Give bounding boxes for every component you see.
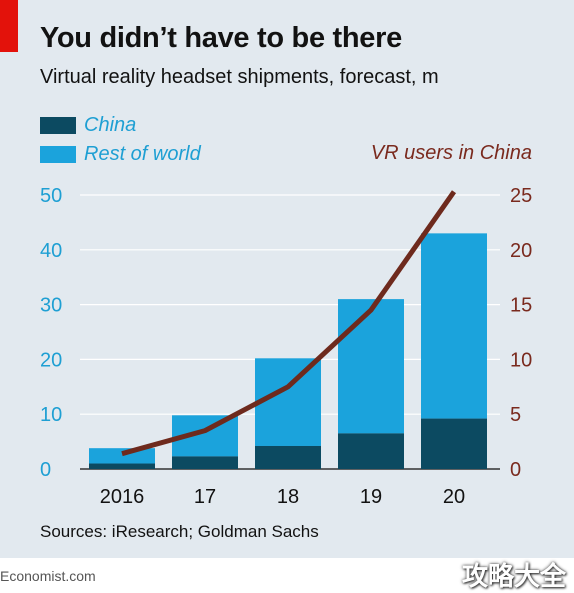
x-tick-label: 20: [443, 486, 465, 508]
y-right-tick-label: 5: [510, 404, 521, 426]
footer-site: Economist.com: [0, 568, 96, 584]
y-right-tick-label: 20: [510, 240, 532, 262]
legend-swatch-rest-of-world: [40, 145, 76, 163]
x-tick-label: 19: [360, 486, 382, 508]
bar-rest-of-world: [255, 358, 321, 446]
x-tick-label: 17: [194, 486, 216, 508]
legend-item-china: China: [40, 113, 136, 137]
y-right-tick-label: 10: [510, 349, 532, 371]
legend-swatch-china: [40, 116, 76, 134]
y-left-tick-label: 30: [40, 295, 62, 317]
bar-china: [421, 418, 487, 469]
y-right-tick-label: 15: [510, 295, 532, 317]
x-tick-label: 2016: [100, 486, 145, 508]
chart-title: You didn’t have to be there: [40, 22, 402, 54]
source-note: Sources: iResearch; Goldman Sachs: [40, 522, 319, 541]
bar-china: [89, 463, 155, 469]
y-left-tick-label: 10: [40, 404, 62, 426]
bar-rest-of-world: [89, 448, 155, 464]
y-right-tick-label: 0: [510, 459, 521, 481]
brand-red-tag: [0, 0, 18, 52]
legend-label-china: China: [84, 113, 137, 136]
y-right-tick-label: 25: [510, 185, 532, 207]
watermark: 攻略大全: [461, 561, 566, 591]
line-series-label: VR users in China: [370, 142, 532, 164]
stacked-bar-line-chart: 0 0 10 5 20 10 30 15 40 20 50 25 2016 17 18 19 20: [40, 185, 532, 508]
x-tick-label: 18: [277, 486, 299, 508]
legend-label-rest-of-world: Rest of world: [84, 142, 201, 165]
bar-china: [172, 456, 238, 469]
chart-subtitle: Virtual reality headset shipments, forec…: [40, 66, 439, 88]
bar-rest-of-world: [338, 299, 404, 434]
bar-rest-of-world: [421, 233, 487, 419]
bar-china: [338, 433, 404, 469]
line-vr-users-china: [121, 190, 457, 457]
legend-item-rest-of-world: Rest of world: [40, 142, 201, 166]
y-left-tick-label: 40: [40, 240, 62, 262]
y-left-tick-label: 20: [40, 349, 62, 371]
bar-china: [255, 445, 321, 469]
y-left-tick-label: 50: [40, 185, 62, 207]
y-left-tick-label: 0: [40, 459, 51, 481]
